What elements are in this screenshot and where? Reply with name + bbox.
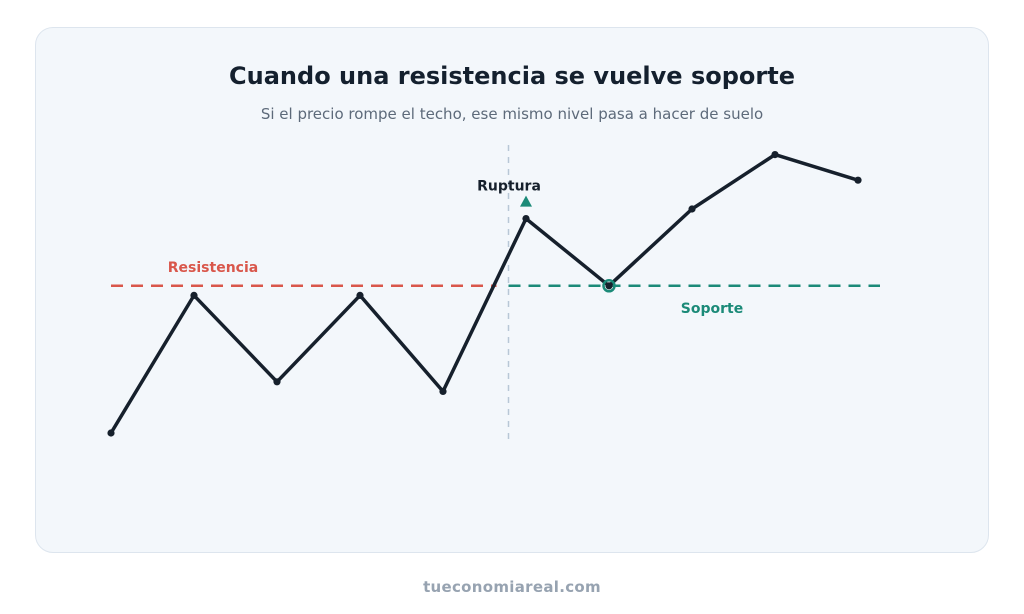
breakout-arrow-icon [520,195,532,207]
resistance-label: Resistencia [168,260,258,276]
price-point [356,291,364,299]
price-point [107,429,115,437]
price-point [522,215,530,223]
diagram-card [35,27,989,553]
footer-site: tueconomiareal.com [423,578,601,596]
diagram-title: Cuando una resistencia se vuelve soporte [229,62,795,90]
price-point [605,282,613,290]
price-line [109,152,860,435]
diagram-subtitle: Si el precio rompe el techo, ese mismo n… [260,105,764,123]
price-point [190,291,198,299]
price-point [439,387,447,395]
retest-highlight-ring [602,279,616,293]
support-label: Soporte [681,301,743,317]
price-point [771,151,779,159]
price-point [688,205,696,213]
breakout-label: Ruptura [477,179,541,195]
price-points [107,151,862,437]
price-point [273,378,281,386]
price-point [854,176,862,184]
